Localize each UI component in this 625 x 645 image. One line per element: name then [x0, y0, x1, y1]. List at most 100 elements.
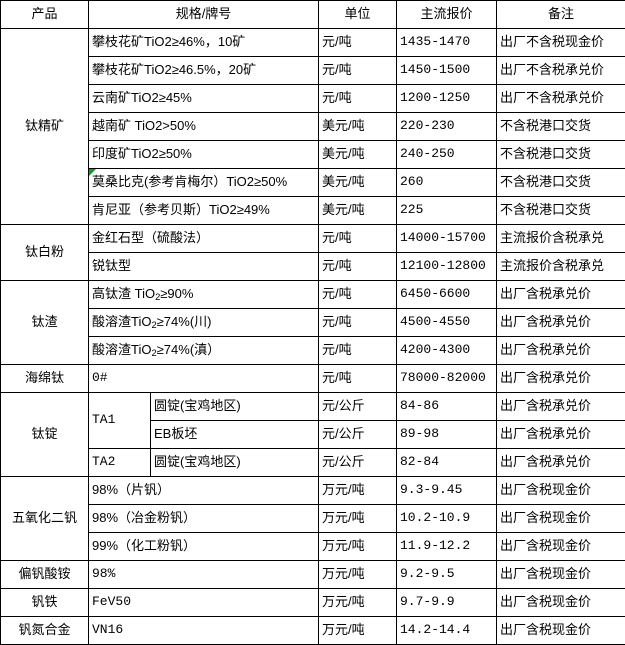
spec-cell: 圆锭(宝鸡地区) — [151, 393, 319, 421]
product-group-cell: 钛精矿 — [1, 29, 89, 225]
spec-cell: VN16 — [89, 617, 319, 645]
price-cell: 84-86 — [397, 393, 497, 421]
remark-cell: 不含税港口交货 — [497, 197, 625, 225]
product-group-cell: 钒铁 — [1, 589, 89, 617]
price-cell: 225 — [397, 197, 497, 225]
unit-cell: 万元/吨 — [319, 617, 397, 645]
spec-cell: 莫桑比克(参考肯梅尔）TiO2≥50% — [89, 169, 319, 197]
price-cell: 9.3-9.45 — [397, 477, 497, 505]
spec-text: 0# — [92, 370, 108, 385]
remark-cell: 出厂含税承兑价 — [497, 393, 625, 421]
unit-cell: 美元/吨 — [319, 169, 397, 197]
unit-cell: 元/吨 — [319, 337, 397, 365]
spec-cell: 印度矿TiO2≥50% — [89, 141, 319, 169]
column-header-remark: 备注 — [497, 1, 625, 29]
header-row: 产品 规格/牌号 单位 主流报价 备注 — [1, 1, 625, 29]
spec-text: 酸溶渣TiO — [92, 342, 151, 357]
price-cell: 240-250 — [397, 141, 497, 169]
spec-text: 99%（化工粉钒） — [92, 538, 196, 553]
spec-text: 98%（冶金粉钒） — [92, 510, 196, 525]
unit-cell: 元/吨 — [319, 281, 397, 309]
column-header-product: 产品 — [1, 1, 89, 29]
spec-text: 98% — [92, 566, 115, 581]
price-cell: 220-230 — [397, 113, 497, 141]
product-group-cell: 偏钒酸铵 — [1, 561, 89, 589]
price-cell: 4200-4300 — [397, 337, 497, 365]
grade-cell: TA1 — [89, 393, 151, 449]
spec-text: 酸溶渣TiO — [92, 314, 151, 329]
spec-cell: 越南矿 TiO2>50% — [89, 113, 319, 141]
price-cell: 9.7-9.9 — [397, 589, 497, 617]
remark-cell: 主流报价含税承兑 — [497, 225, 625, 253]
spec-cell: FeV50 — [89, 589, 319, 617]
price-cell: 78000-82000 — [397, 365, 497, 393]
unit-cell: 元/吨 — [319, 225, 397, 253]
remark-cell: 出厂含税承兑价 — [497, 309, 625, 337]
spec-text-suffix: ≥74%(川) — [157, 314, 212, 329]
spec-cell: EB板坯 — [151, 421, 319, 449]
spec-cell: 云南矿TiO2≥45% — [89, 85, 319, 113]
unit-cell: 元/公斤 — [319, 421, 397, 449]
spec-cell: 酸溶渣TiO2≥74%(川) — [89, 309, 319, 337]
remark-cell: 出厂含税承兑价 — [497, 281, 625, 309]
price-cell: 11.9-12.2 — [397, 533, 497, 561]
spec-text: 云南矿TiO2≥45% — [92, 90, 192, 105]
column-header-unit: 单位 — [319, 1, 397, 29]
remark-cell: 不含税港口交货 — [497, 113, 625, 141]
unit-cell: 元/吨 — [319, 85, 397, 113]
price-cell: 14.2-14.4 — [397, 617, 497, 645]
price-cell: 260 — [397, 169, 497, 197]
remark-cell: 出厂含税现金价 — [497, 533, 625, 561]
spec-text: EB板坯 — [154, 426, 197, 441]
unit-cell: 万元/吨 — [319, 561, 397, 589]
spec-cell: 98%（片钒） — [89, 477, 319, 505]
spec-text: 攀枝花矿TiO2≥46%，10矿 — [92, 34, 245, 49]
spec-text: 莫桑比克(参考肯梅尔）TiO2≥50% — [92, 174, 287, 189]
unit-cell: 美元/吨 — [319, 141, 397, 169]
table-header: 产品 规格/牌号 单位 主流报价 备注 — [1, 1, 625, 29]
column-header-price: 主流报价 — [397, 1, 497, 29]
unit-cell: 美元/吨 — [319, 113, 397, 141]
remark-cell: 出厂不含税承兑价 — [497, 57, 625, 85]
product-group-cell: 钛锭 — [1, 393, 89, 477]
spec-cell: 金红石型（硫酸法） — [89, 225, 319, 253]
price-cell: 1200-1250 — [397, 85, 497, 113]
unit-cell: 元/吨 — [319, 57, 397, 85]
price-cell: 12100-12800 — [397, 253, 497, 281]
remark-cell: 出厂不含税现金价 — [497, 29, 625, 57]
spec-text: 高钛渣 TiO — [92, 286, 155, 301]
spec-text: 圆锭(宝鸡地区) — [154, 454, 241, 469]
unit-cell: 万元/吨 — [319, 533, 397, 561]
spec-text-suffix: ≥74%(滇） — [157, 342, 220, 357]
spec-text: VN16 — [92, 622, 123, 637]
product-group-cell: 五氧化二钒 — [1, 477, 89, 561]
remark-cell: 出厂含税现金价 — [497, 561, 625, 589]
spec-cell: 酸溶渣TiO2≥74%(滇） — [89, 337, 319, 365]
unit-cell: 元/公斤 — [319, 449, 397, 477]
price-cell: 89-98 — [397, 421, 497, 449]
spec-text-suffix: ≥90% — [160, 286, 193, 301]
remark-cell: 主流报价含税承兑 — [497, 253, 625, 281]
spec-text: 金红石型（硫酸法） — [92, 230, 209, 245]
remark-cell: 出厂含税承兑价 — [497, 421, 625, 449]
price-cell: 82-84 — [397, 449, 497, 477]
price-cell: 1435-1470 — [397, 29, 497, 57]
spec-cell: 0# — [89, 365, 319, 393]
